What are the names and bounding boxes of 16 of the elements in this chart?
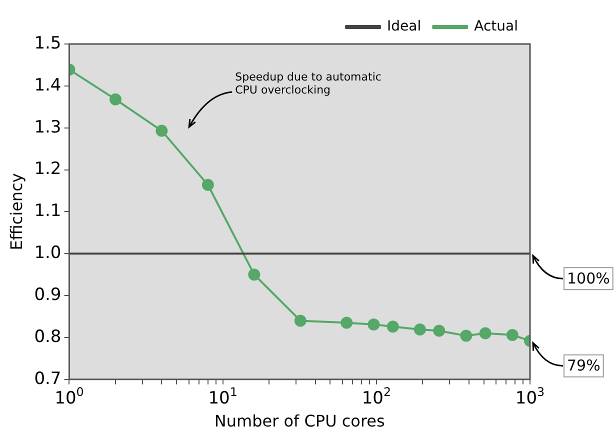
y-tick-label: 1.0 bbox=[34, 243, 62, 264]
y-tick-label: 1.2 bbox=[34, 159, 62, 180]
legend-label: Ideal bbox=[387, 18, 422, 35]
annotation: 100% bbox=[567, 270, 610, 288]
x-axis-title: Number of CPU cores bbox=[214, 412, 385, 431]
y-axis-title: Efficiency bbox=[6, 173, 26, 250]
y-tick-label: 1.1 bbox=[34, 201, 62, 222]
legend-label: Actual bbox=[474, 18, 518, 35]
y-tick-label: 1.4 bbox=[34, 75, 62, 96]
annotation: Speedup due to automatic CPU overclocking bbox=[235, 70, 382, 96]
y-tick-label: 1.3 bbox=[34, 117, 62, 138]
y-tick-label: 1.5 bbox=[34, 33, 62, 54]
y-tick-label: 0.9 bbox=[34, 284, 62, 305]
annotation: 79% bbox=[567, 356, 600, 375]
y-tick-label: 0.7 bbox=[34, 368, 62, 389]
y-tick-label: 0.8 bbox=[34, 326, 62, 347]
